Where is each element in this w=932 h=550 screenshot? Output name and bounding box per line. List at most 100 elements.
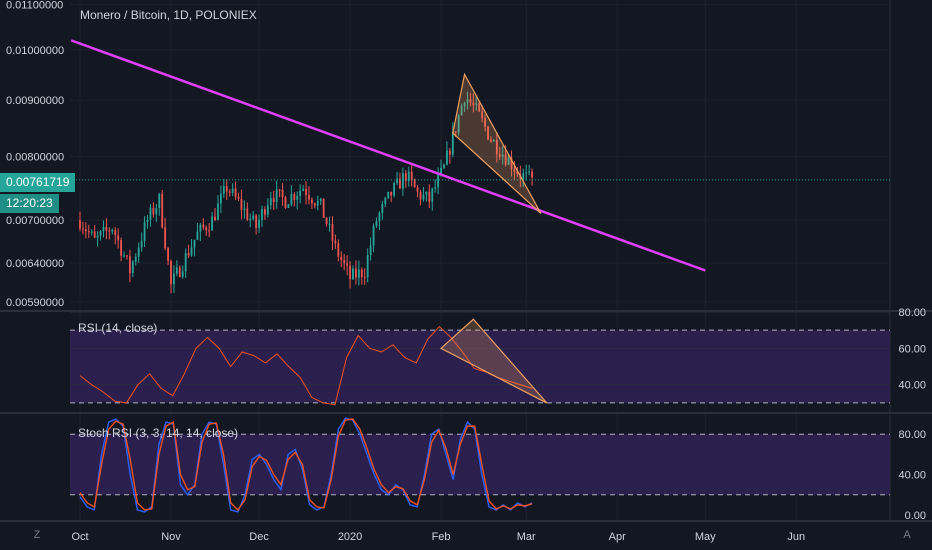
- candle-body: [387, 191, 390, 198]
- candle-body: [419, 191, 422, 200]
- candle-body: [149, 207, 152, 220]
- rsi-wedge-pattern: [440, 318, 548, 404]
- price-tick-label: 0.00640000: [6, 258, 64, 270]
- candle-body: [264, 209, 266, 215]
- candle-body: [178, 267, 181, 277]
- price-wedge-pattern: [452, 72, 542, 214]
- time-axis-background: [0, 522, 932, 550]
- candle-body: [325, 217, 328, 225]
- rsi-band: [70, 330, 890, 403]
- candle-body: [308, 194, 310, 200]
- candle-body: [184, 253, 187, 272]
- candle-body: [170, 260, 172, 285]
- price-tick-label: 0.01000000: [6, 45, 64, 57]
- candle-body: [146, 219, 149, 223]
- candle-body: [463, 102, 466, 106]
- candle-body: [349, 265, 351, 280]
- auto-scale-icon[interactable]: A: [903, 529, 911, 541]
- candle-body: [290, 194, 293, 205]
- candle-body: [293, 194, 296, 200]
- candle-body: [322, 198, 325, 218]
- candle-body: [337, 243, 340, 257]
- candle-body: [363, 276, 366, 278]
- candle-body: [258, 219, 260, 228]
- candle-body: [434, 187, 437, 189]
- candle-body: [266, 205, 269, 215]
- candle-body: [487, 126, 489, 140]
- price-tick-label: 0.00900000: [6, 95, 64, 107]
- candle-body: [134, 256, 137, 262]
- candle-body: [343, 260, 346, 264]
- candle-body: [158, 193, 161, 208]
- candle-body: [208, 230, 211, 232]
- candle-body: [205, 227, 208, 231]
- candle-body: [346, 263, 349, 266]
- candle-body: [469, 99, 472, 103]
- candle-body: [369, 245, 372, 256]
- candle-body: [422, 194, 425, 200]
- candle-body: [360, 269, 363, 277]
- x-tick-label: Jun: [787, 531, 805, 543]
- chart-title: Monero / Bitcoin, 1D, POLONIEX: [80, 8, 257, 22]
- price-tick-label: 0.00800000: [6, 151, 64, 163]
- candle-body: [117, 235, 120, 241]
- candle-body: [375, 221, 378, 227]
- candle-body: [407, 171, 410, 181]
- candle-body: [355, 268, 357, 278]
- candle-body: [287, 204, 290, 208]
- candle-body: [222, 186, 225, 194]
- rsi-indicator-label[interactable]: RSI (14, close): [78, 321, 158, 335]
- candle-body: [478, 103, 481, 112]
- candle-body: [510, 157, 513, 170]
- candle-body: [528, 171, 531, 173]
- candle-body: [446, 150, 448, 165]
- price-tick-label: 0.00590000: [6, 297, 64, 309]
- candle-body: [381, 204, 384, 214]
- candle-body: [481, 111, 484, 119]
- rsi-tick-label: 60.00: [898, 343, 926, 355]
- candle-body: [451, 131, 454, 155]
- price-tick-label: 0.01100000: [6, 0, 63, 11]
- candle-body: [413, 179, 416, 188]
- candle-body: [516, 171, 519, 175]
- x-tick-label: 2020: [338, 531, 362, 543]
- candle-body: [316, 200, 319, 206]
- candle-body: [498, 154, 501, 157]
- candle-body: [378, 213, 381, 222]
- candle-body: [111, 229, 114, 232]
- candle-body: [96, 235, 99, 238]
- candle-body: [190, 247, 193, 256]
- candle-body: [261, 209, 263, 220]
- candle-body: [155, 207, 158, 215]
- candle-body: [428, 191, 431, 202]
- timezone-icon[interactable]: Z: [33, 529, 41, 541]
- candle-body: [269, 198, 272, 206]
- last-price-tag: 0.00761719: [0, 173, 76, 192]
- x-tick-label: Mar: [517, 531, 536, 543]
- candle-body: [275, 189, 278, 203]
- candle-body: [334, 240, 337, 244]
- candle-body: [475, 103, 478, 105]
- rsi-line: [79, 325, 533, 406]
- candle-body: [404, 173, 407, 181]
- candle-body: [495, 139, 498, 155]
- trendline: [70, 39, 706, 272]
- candle-body: [313, 203, 316, 206]
- candle-body: [416, 187, 419, 192]
- candle-body: [492, 139, 495, 142]
- candle-body: [507, 157, 510, 165]
- candle-body: [219, 193, 222, 204]
- candle-body: [284, 197, 287, 208]
- candle-body: [120, 240, 123, 256]
- stoch-rsi-indicator-label[interactable]: Stoch RSI (3, 3, 14, 14, close): [78, 426, 239, 440]
- candle-body: [490, 139, 492, 142]
- candle-body: [105, 227, 108, 231]
- candle-body: [123, 255, 125, 257]
- candle-body: [237, 196, 240, 200]
- candle-body: [501, 154, 504, 157]
- candle-body: [131, 261, 134, 274]
- candle-body: [410, 171, 413, 180]
- candle-body: [281, 189, 284, 198]
